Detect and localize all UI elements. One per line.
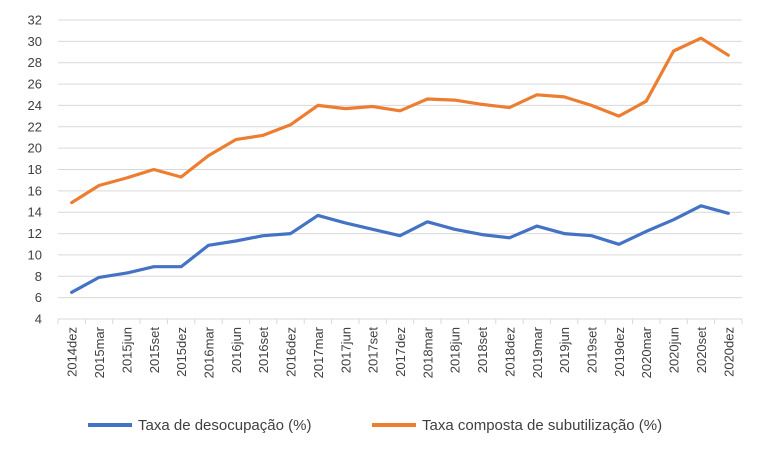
x-tick-label: 2015set [147,327,162,374]
y-tick-label: 22 [28,119,42,134]
x-tick-label: 2017mar [311,326,326,378]
x-tick-label: 2015mar [92,326,107,378]
legend-label-desocupacao: Taxa de desocupação (%) [138,416,312,434]
legend-swatch-desocupacao [88,423,132,427]
legend-swatch-subutilizacao [372,423,416,427]
line-chart: 4 6 8 10 12 14 16 18 20 22 24 26 28 30 32 2014dez 2015m… [28,13,743,378]
y-tick-label: 26 [28,77,42,92]
y-tick-label: 6 [35,290,42,305]
x-tick-label: 2016mar [201,326,216,378]
legend-item-subutilizacao: Taxa composta de subutilização (%) [372,410,662,440]
series-lines [70,36,730,294]
x-tick-label: 2016set [256,327,271,374]
y-tick-label: 20 [28,141,42,156]
legend-label-subutilizacao: Taxa composta de subutilização (%) [422,416,663,434]
x-tick-label: 2016jun [229,327,244,373]
y-tick-label: 24 [28,98,42,113]
legend-item-desocupacao: Taxa de desocupação (%) [88,410,311,440]
y-tick-label: 16 [28,183,42,198]
series-line-desocupacao [70,204,730,294]
x-tick-label: 2018jun [448,327,463,373]
x-tick-label: 2017jun [338,327,353,373]
x-tick-label: 2016dez [284,327,299,377]
x-tick-label: 2020set [694,327,709,374]
series-line-subutilizacao [70,36,730,205]
x-tick-label: 2019set [585,327,600,374]
y-tick-label: 10 [28,247,42,262]
y-axis: 4 6 8 10 12 14 16 18 20 22 24 26 28 30 32 [28,13,42,327]
x-tick-label: 2018set [475,327,490,374]
x-tick-label: 2020mar [639,326,654,378]
y-tick-label: 30 [28,34,42,49]
y-tick-label: 18 [28,162,42,177]
y-tick-label: 28 [28,55,42,70]
y-tick-label: 4 [35,312,42,327]
x-tick-label: 2015jun [119,327,134,373]
x-tick-label: 2014dez [65,327,80,377]
y-tick-label: 32 [28,13,42,28]
x-tick-label: 2019dez [612,327,627,377]
x-tick-label: 2017set [366,327,381,374]
x-tick-label: 2019mar [530,326,545,378]
x-tick-label: 2020jun [667,327,682,373]
y-tick-label: 8 [35,269,42,284]
y-tick-label: 12 [28,226,42,241]
legend: Taxa de desocupação (%) Taxa composta de… [0,410,758,440]
x-axis: 2014dez 2015mar 2015jun 2015set 2015dez 2016m… [57,319,743,378]
x-tick-label: 2015dez [174,327,189,377]
x-tick-label: 2020dez [721,327,736,377]
x-tick-label: 2019jun [557,327,572,373]
gridlines [58,19,742,320]
x-tick-label: 2018mar [420,326,435,378]
x-tick-label: 2018dez [502,327,517,377]
y-tick-label: 14 [28,205,42,220]
x-tick-label: 2017dez [393,327,408,377]
